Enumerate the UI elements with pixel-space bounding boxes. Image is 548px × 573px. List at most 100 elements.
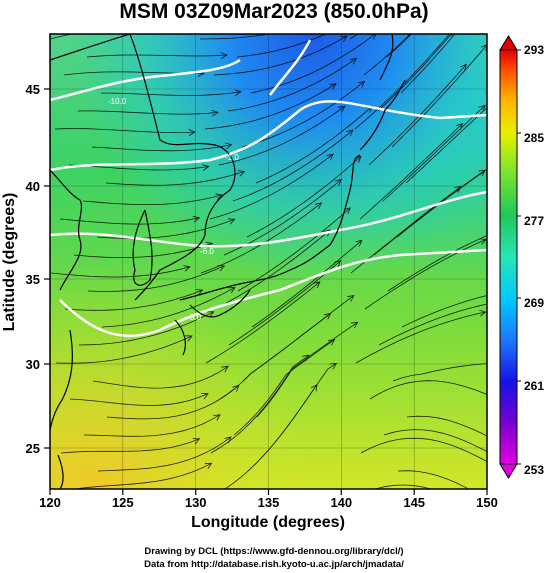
y-tick-label: 35 [26,272,40,287]
wind-arrow [529,284,535,290]
x-tick-label: 145 [403,495,425,510]
streamline [377,34,452,112]
x-tick-label: 130 [185,495,207,510]
colorbar-tick-label: 253 [524,463,544,477]
streamline [232,129,354,202]
wind-arrow [350,321,359,329]
wind-arrow [237,170,246,177]
streamline [387,235,487,292]
streamline [378,303,487,346]
wind-arrow [192,438,201,445]
streamline [218,105,346,166]
x-tick-label: 120 [39,495,61,510]
colorbar: 253 261 269 277 285 293 [499,35,544,479]
wind-arrow [347,294,355,302]
wind-arrow [215,193,223,200]
streamline [374,484,433,489]
colorbar-tick-label: 261 [524,379,544,393]
wind-arrow [329,83,337,90]
streamline [209,153,334,220]
wind-arrow [211,109,219,117]
streamline [74,462,212,489]
streamline [55,335,193,364]
streamline [363,34,411,76]
x-axis-label: Longitude (degrees) [191,514,345,531]
streamline [373,169,486,256]
streamline [199,34,271,40]
streamline [255,105,373,184]
streamline [383,429,487,452]
wind-arrow [323,229,331,237]
wind-arrow [355,239,363,247]
streamline [359,123,463,220]
wind-arrow [204,462,213,470]
streamline [360,437,487,462]
streamline [213,35,348,76]
wind-arrow [334,260,342,268]
streamline [382,105,486,202]
streamline [100,91,241,96]
wind-arrow [459,63,467,72]
wind-arrow [479,238,487,245]
wind-arrow [346,129,354,137]
streamline [405,106,487,184]
x-tick-label: 135 [258,495,280,510]
wind-arrow [313,281,321,289]
streamline [205,281,321,364]
streamline [86,54,227,58]
wind-arrow [183,265,191,272]
wind-arrow [478,169,487,177]
wind-arrow [232,384,240,392]
wind-arrow [227,218,236,225]
y-axis-label: Latitude (degrees) [1,193,18,332]
contour-labels: -10.0 -1.0 -6.0 0.0 [108,97,239,322]
wind-arrow [302,354,310,362]
streamline [369,380,487,400]
colorbar-tick-label: 269 [524,296,544,310]
x-tick-labels: 120 125 130 135 140 145 150 [39,495,498,510]
wind-arrow [454,185,462,193]
wind-arrow [521,513,528,519]
streamline [251,239,363,328]
wind-arrow [213,414,221,421]
wind-arrow [533,453,540,459]
y-tick-labels: 25 30 35 40 45 [26,82,40,456]
y-tick-label: 40 [26,179,40,194]
wind-arrow [334,178,342,186]
streamline [241,81,365,148]
streamline [354,34,450,130]
contour-label: -6.0 [200,247,214,256]
streamline [78,311,214,346]
streamline [228,260,341,346]
wind-arrow [224,142,233,150]
wind-arrow [525,359,531,365]
streamline [401,295,487,328]
contour-label: 0.0 [190,313,202,322]
streamline [364,239,487,310]
credit-drawing: Drawing by DCL (https://www.gfd-dennou.o… [144,546,404,557]
streamline [392,363,487,382]
streamline [236,34,327,58]
wind-arrow [185,335,193,342]
wind-arrow [183,24,189,30]
wind-arrow [201,393,209,400]
wind-streamlines [50,24,540,519]
streamline [350,186,462,274]
wind-arrow [221,365,229,373]
streamline [355,311,486,364]
wind-arrow [217,265,226,272]
streamline [92,365,229,389]
x-tick-label: 150 [476,495,498,510]
streamline [83,414,221,437]
wind-arrow [329,362,338,370]
streamline [397,470,470,489]
streamline [233,339,335,436]
temperature-field: -10.0 -1.0 -6.0 0.0 [50,24,540,519]
streamline [96,218,235,239]
colorbar-tick-labels: 253 261 269 277 285 293 [524,43,544,477]
wind-arrow [323,312,332,320]
streamline [400,34,456,94]
streamline [204,83,337,130]
wind-arrow [349,57,358,65]
streamline [69,393,209,406]
